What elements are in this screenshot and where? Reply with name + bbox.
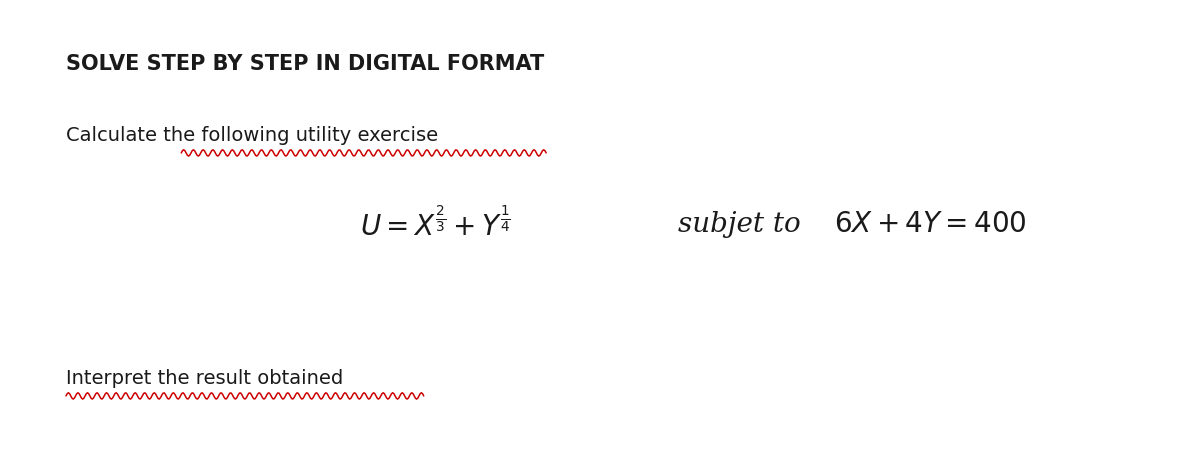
Text: Interpret the result obtained: Interpret the result obtained <box>66 369 343 388</box>
Text: $6X + 4Y = 400$: $6X + 4Y = 400$ <box>834 212 1026 239</box>
Text: $U = X^{\frac{2}{3}} + Y^{\frac{1}{4}}$: $U = X^{\frac{2}{3}} + Y^{\frac{1}{4}}$ <box>360 208 511 242</box>
Text: subjet to: subjet to <box>678 212 800 239</box>
Text: Calculate the following utility exercise: Calculate the following utility exercise <box>66 126 438 145</box>
Text: SOLVE STEP BY STEP IN DIGITAL FORMAT: SOLVE STEP BY STEP IN DIGITAL FORMAT <box>66 54 545 74</box>
